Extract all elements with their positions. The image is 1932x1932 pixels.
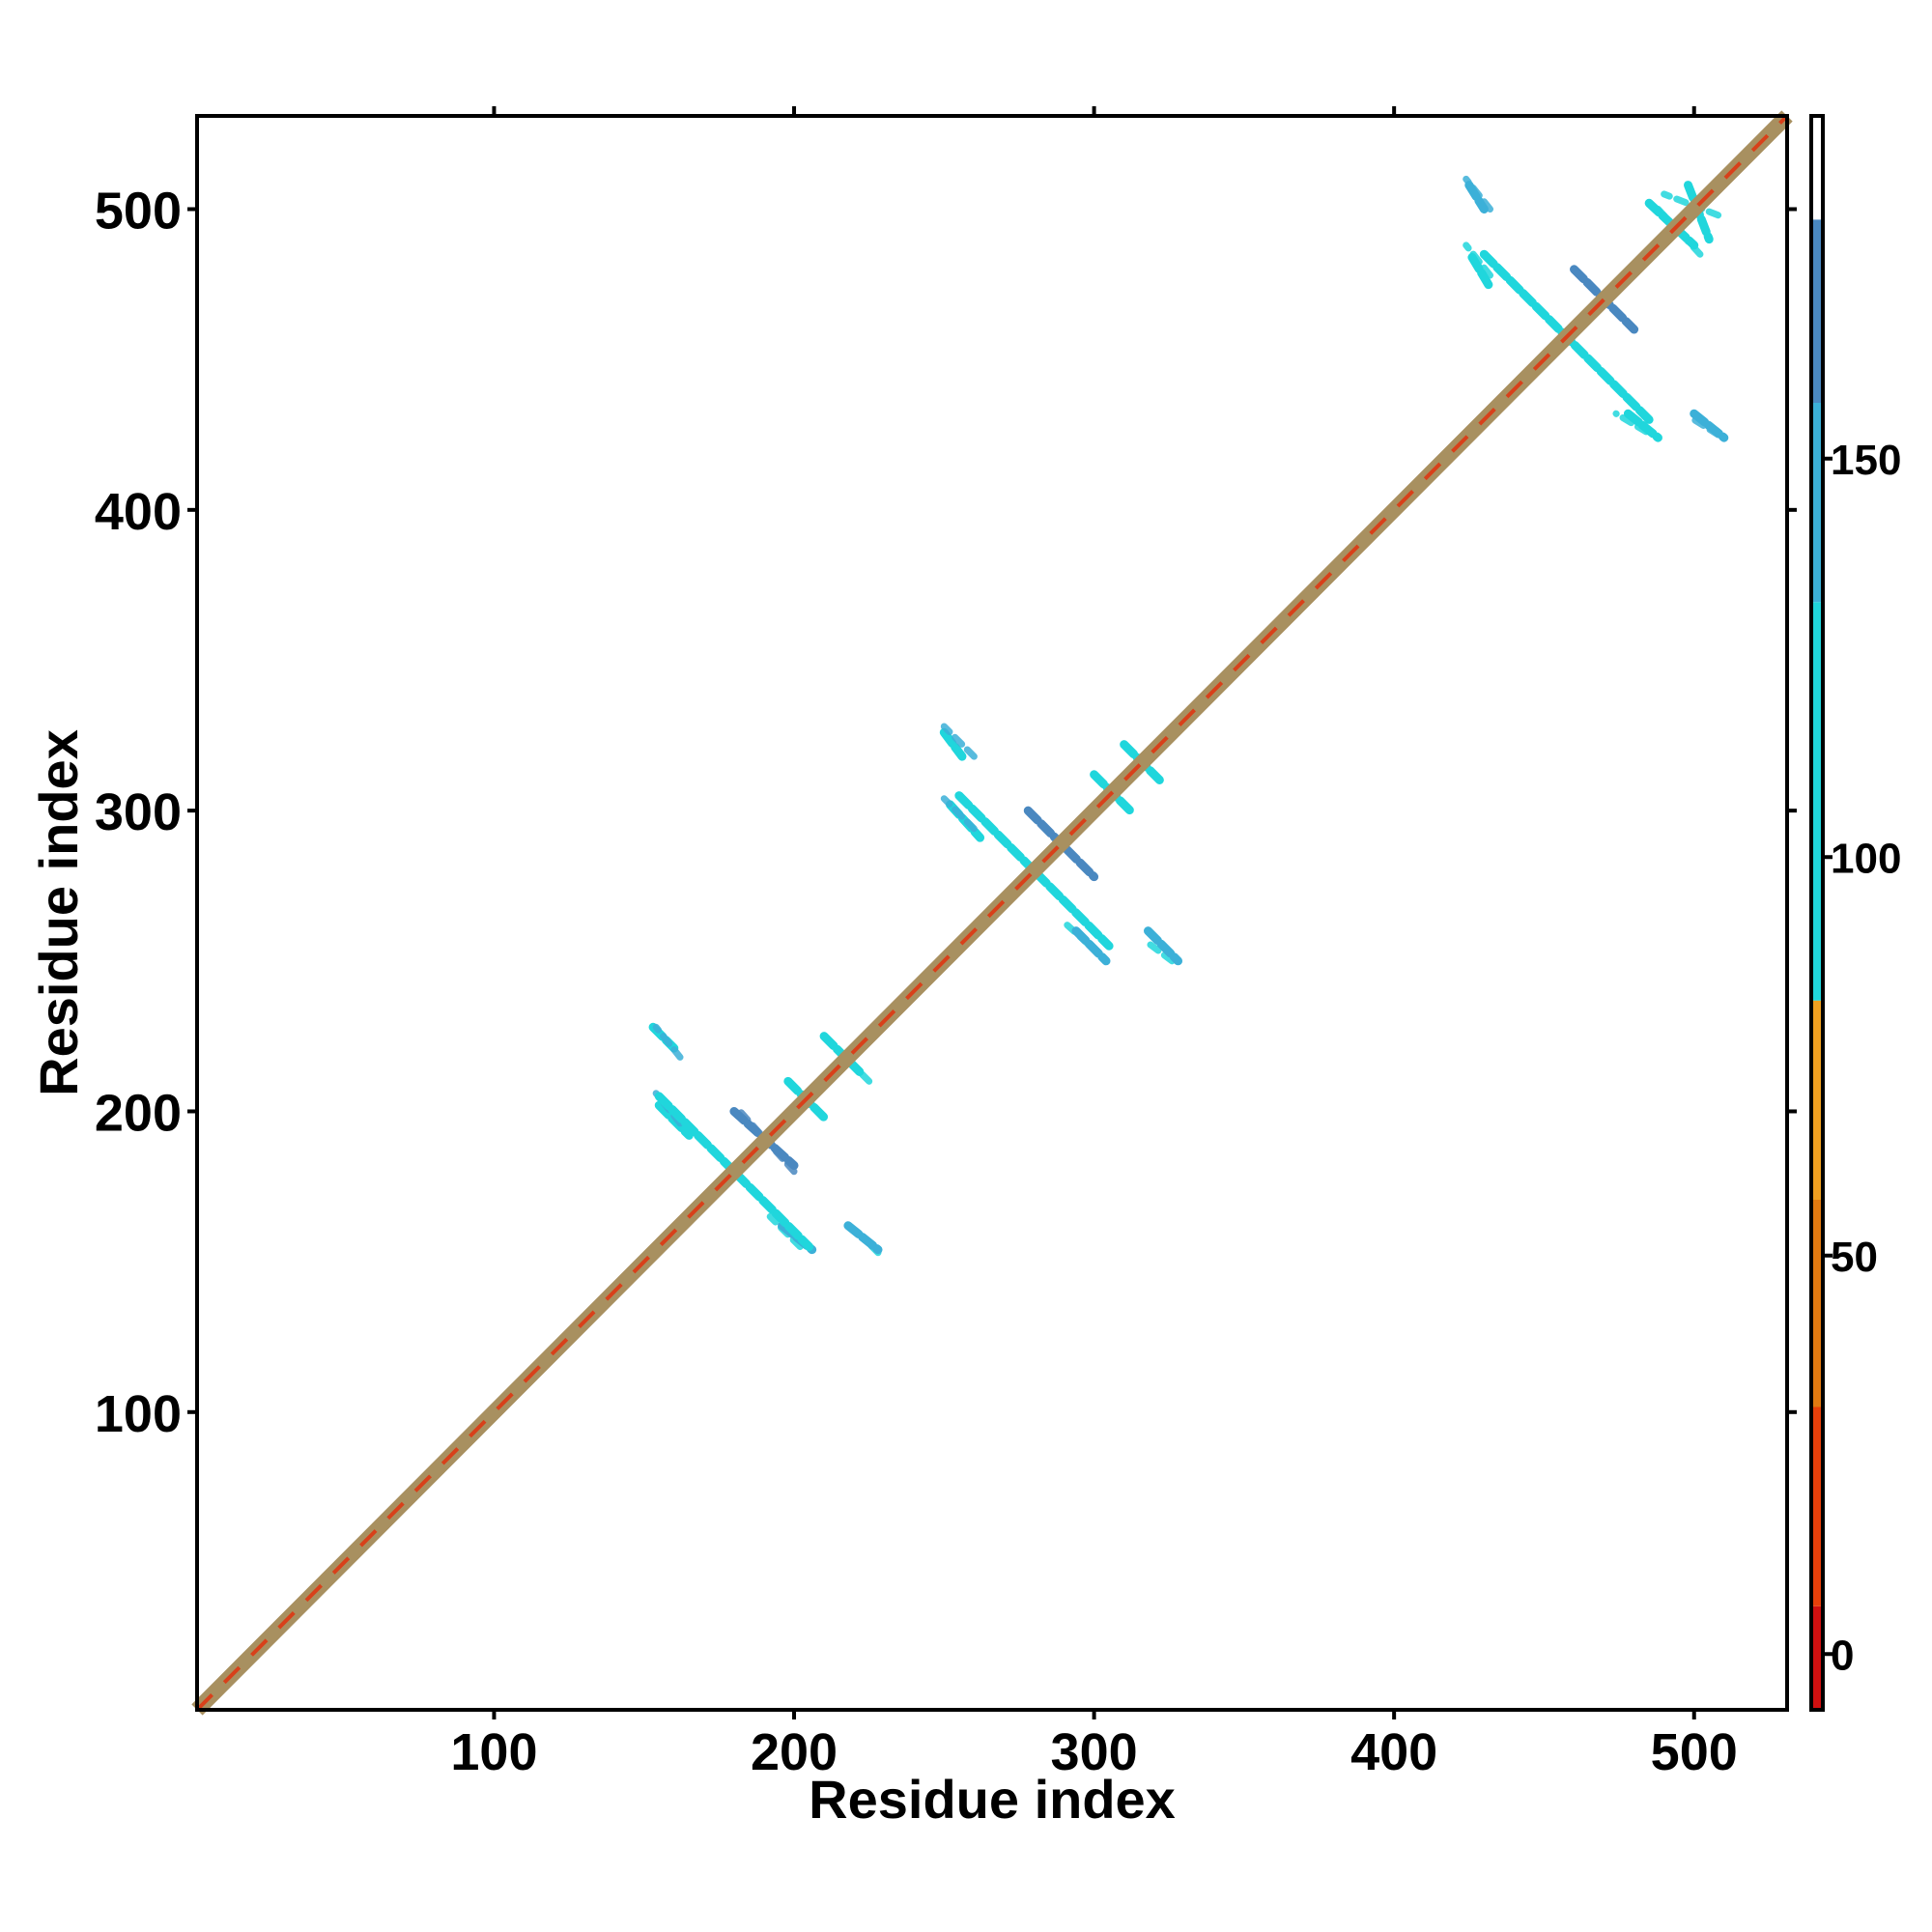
colorbar-tick-label: 150 bbox=[1831, 437, 1901, 484]
contact-segment-mirror bbox=[1144, 939, 1176, 965]
colorbar-tick-label: 100 bbox=[1831, 835, 1901, 882]
contact-segment-mirror bbox=[652, 1023, 684, 1061]
contact-segment-mirror bbox=[1463, 242, 1494, 279]
x-tick-label: 300 bbox=[1051, 1723, 1138, 1781]
colorbar-tick-label: 50 bbox=[1831, 1234, 1878, 1281]
plot-frame bbox=[195, 114, 1789, 1712]
contact-segment-mirror bbox=[1463, 175, 1494, 213]
contact-segment-mirror bbox=[940, 795, 978, 833]
contact-segment bbox=[939, 727, 967, 761]
y-tick-label: 500 bbox=[95, 183, 182, 241]
colorbar-band bbox=[1811, 1000, 1823, 1200]
colorbar-band bbox=[1811, 219, 1823, 403]
x-axis-ticks: 100 200 300 400 500 bbox=[450, 106, 1738, 1781]
contact-segment bbox=[1071, 926, 1111, 966]
contact-segment bbox=[1690, 409, 1729, 442]
y-tick-label: 300 bbox=[95, 783, 182, 841]
contact-segment-mirror bbox=[1654, 206, 1704, 258]
plot-area bbox=[191, 110, 1793, 1716]
colorbar-band bbox=[1811, 1200, 1823, 1407]
x-axis-title: Residue index bbox=[809, 1769, 1176, 1830]
contact-segment bbox=[843, 1221, 883, 1255]
x-tick-label: 400 bbox=[1350, 1723, 1437, 1781]
diagonal-band-accent bbox=[195, 114, 1789, 1712]
y-axis-ticks: 100 200 300 400 500 bbox=[95, 183, 1797, 1443]
colorbar-band bbox=[1811, 116, 1823, 220]
x-tick-label: 500 bbox=[1651, 1723, 1738, 1781]
contact-segment bbox=[1467, 252, 1495, 292]
y-tick-label: 400 bbox=[95, 483, 182, 541]
colorbar-band bbox=[1811, 403, 1823, 603]
y-axis-title: Residue index bbox=[28, 729, 89, 1096]
x-tick-label: 100 bbox=[450, 1723, 537, 1781]
contact-segment bbox=[1143, 926, 1183, 966]
x-tick-label: 200 bbox=[751, 1723, 838, 1781]
colorbar-band bbox=[1811, 1605, 1823, 1710]
y-tick-label: 100 bbox=[95, 1385, 182, 1443]
colorbar-band bbox=[1811, 602, 1823, 1001]
colorbar: 0 50 100 150 bbox=[1809, 114, 1901, 1712]
colorbar-tick-label: 0 bbox=[1831, 1632, 1854, 1679]
colorbar-band bbox=[1811, 1406, 1823, 1606]
colorbar-frame bbox=[1809, 114, 1825, 1712]
contact-segment bbox=[1623, 409, 1662, 442]
y-tick-label: 200 bbox=[95, 1084, 182, 1142]
contact-segment-mirror bbox=[940, 723, 978, 760]
